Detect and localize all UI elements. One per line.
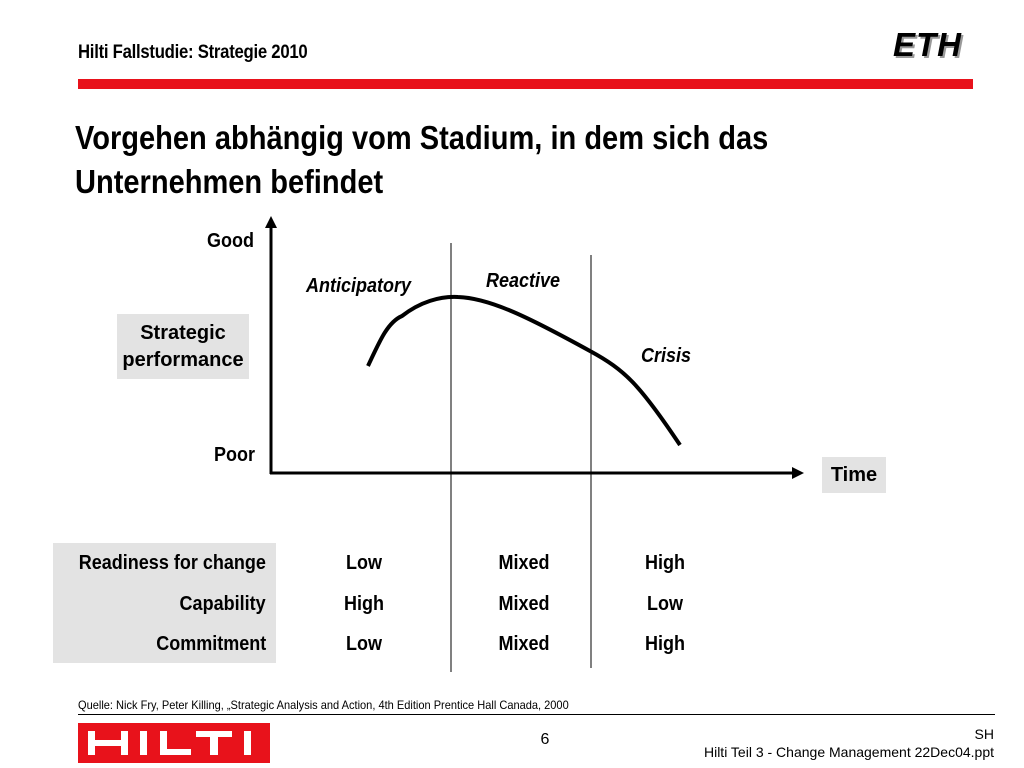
table-cell: High xyxy=(645,552,685,574)
header-accent-rule xyxy=(78,79,973,89)
y-axis-top-label: Good xyxy=(207,230,254,252)
x-axis-title: Time xyxy=(822,457,886,493)
slide-title-line-1: Vorgehen abhängig vom Stadium, in dem si… xyxy=(75,119,769,156)
table-cell: Mixed xyxy=(498,633,550,655)
table-cell: Low xyxy=(346,633,382,655)
slide-title-line-2: Unternehmen befindet xyxy=(75,163,384,200)
table-cell: High xyxy=(344,593,384,615)
page-number: 6 xyxy=(540,731,550,748)
source-citation: Quelle: Nick Fry, Peter Killing, „Strate… xyxy=(78,698,569,712)
table-cell: Low xyxy=(346,552,382,574)
table-cell: Mixed xyxy=(498,552,550,574)
header-title: Hilti Fallstudie: Strategie 2010 xyxy=(78,42,308,63)
y-axis-bottom-label: Poor xyxy=(214,444,256,466)
row-label-capability: Capability xyxy=(179,593,266,615)
footer-file: Hilti Teil 3 - Change Management 22Dec04… xyxy=(703,744,994,760)
phase-label-reactive: Reactive xyxy=(486,270,561,292)
row-label-readiness: Readiness for change xyxy=(78,552,266,574)
performance-curve xyxy=(366,294,682,447)
row-label-panel xyxy=(53,543,276,663)
phase-label-anticipatory: Anticipatory xyxy=(306,275,412,297)
table-cell: High xyxy=(645,633,685,655)
slide-title: Vorgehen abhängig vom Stadium, in dem si… xyxy=(75,116,832,204)
phase-label-crisis: Crisis xyxy=(641,345,692,367)
y-axis-title: Strategic performance xyxy=(117,314,249,379)
footer-author: SH xyxy=(974,726,994,742)
table-cell: Mixed xyxy=(498,593,550,615)
eth-logo: ETH xyxy=(893,26,962,63)
footer-rule xyxy=(78,714,995,715)
row-label-commitment: Commitment xyxy=(155,633,266,655)
hilti-logo xyxy=(78,723,270,763)
footer-meta: SH Hilti Teil 3 - Change Management 22De… xyxy=(704,725,994,761)
table-cell: Low xyxy=(647,593,683,615)
